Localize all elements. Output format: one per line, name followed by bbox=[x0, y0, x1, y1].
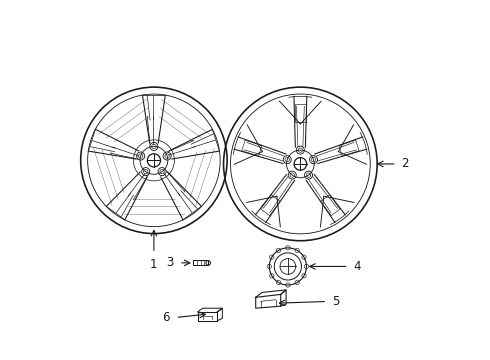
Text: 1: 1 bbox=[150, 258, 158, 271]
Text: 3: 3 bbox=[166, 256, 173, 269]
Text: 2: 2 bbox=[401, 157, 409, 170]
Text: 5: 5 bbox=[333, 295, 340, 308]
Text: 4: 4 bbox=[353, 260, 360, 273]
Bar bbox=[193, 260, 208, 265]
Text: 6: 6 bbox=[163, 311, 170, 324]
